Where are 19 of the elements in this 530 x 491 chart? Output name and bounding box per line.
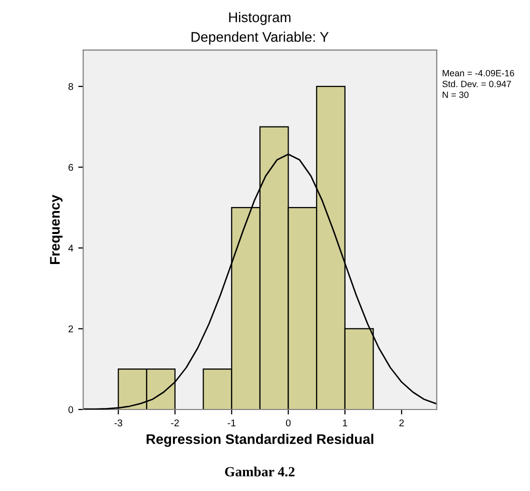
text: Gambar 4.2 xyxy=(225,466,294,476)
text: Std. Dev. = 0.947 xyxy=(442,80,511,88)
x-tick-label: -1 xyxy=(228,420,236,426)
y-axis-title: Frequency xyxy=(50,194,63,264)
text: N = 30 xyxy=(442,92,469,98)
x-tick-label: -3 xyxy=(114,419,122,426)
y-tick-label: 4 xyxy=(68,244,74,252)
x-tick-label: 1 xyxy=(342,420,348,426)
text: Mean = -4.09E-16 xyxy=(442,70,514,76)
y-tick-label: 8 xyxy=(68,83,74,90)
x-axis-title: Regression Standardized Residual xyxy=(146,434,374,447)
y-tick-label: 0 xyxy=(68,406,74,414)
y-tick-label: 6 xyxy=(68,164,74,171)
x-tick-label: -2 xyxy=(171,419,179,426)
chart-title: Histogram xyxy=(229,12,290,25)
chart-subtitle: Dependent Variable: Y xyxy=(192,32,329,45)
x-tick-label: 0 xyxy=(286,419,291,426)
x-tick-label: 2 xyxy=(399,419,404,426)
y-tick-label: 2 xyxy=(68,325,73,332)
